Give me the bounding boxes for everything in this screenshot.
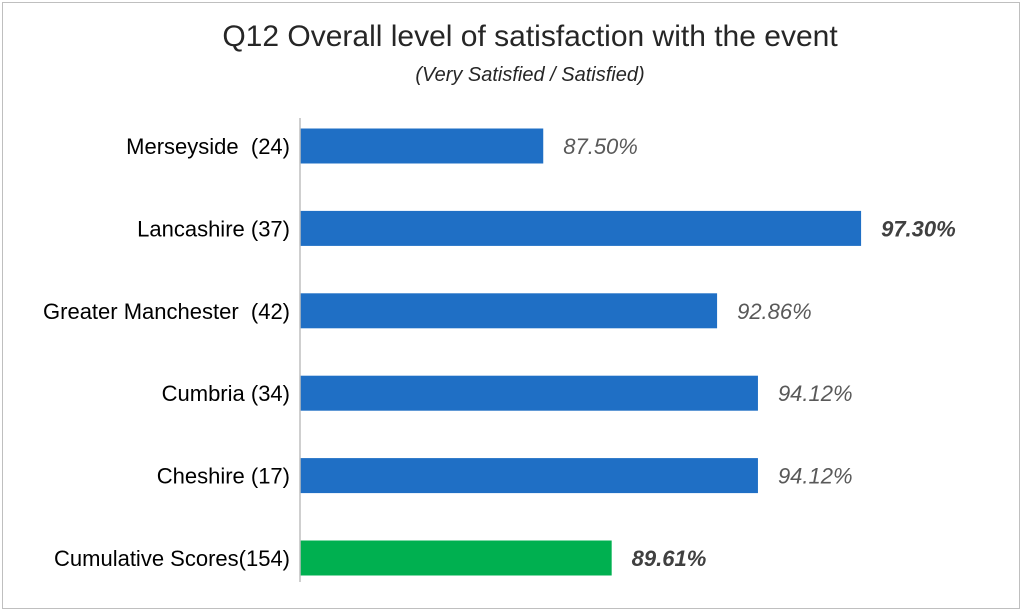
chart-title: Q12 Overall level of satisfaction with t… bbox=[222, 20, 838, 53]
category-label: Merseyside (24) bbox=[126, 134, 290, 159]
bar bbox=[300, 375, 758, 411]
value-label: 94.12% bbox=[778, 381, 853, 406]
value-label: 94.12% bbox=[778, 464, 853, 489]
category-label: Cumulative Scores(154) bbox=[54, 546, 290, 571]
bar bbox=[300, 128, 544, 164]
value-label: 97.30% bbox=[881, 216, 956, 241]
value-label: 87.50% bbox=[563, 134, 638, 159]
value-label: 92.86% bbox=[737, 299, 812, 324]
category-label: Lancashire (37) bbox=[137, 216, 290, 241]
bar bbox=[300, 210, 862, 246]
chart-subtitle: (Very Satisfied / Satisfied) bbox=[415, 64, 645, 86]
value-label: 89.61% bbox=[632, 546, 707, 571]
category-label: Greater Manchester (42) bbox=[43, 299, 290, 324]
category-label: Cheshire (17) bbox=[157, 464, 290, 489]
bar bbox=[300, 293, 718, 329]
bar bbox=[300, 458, 758, 494]
category-label: Cumbria (34) bbox=[162, 381, 290, 406]
bar bbox=[300, 540, 612, 576]
